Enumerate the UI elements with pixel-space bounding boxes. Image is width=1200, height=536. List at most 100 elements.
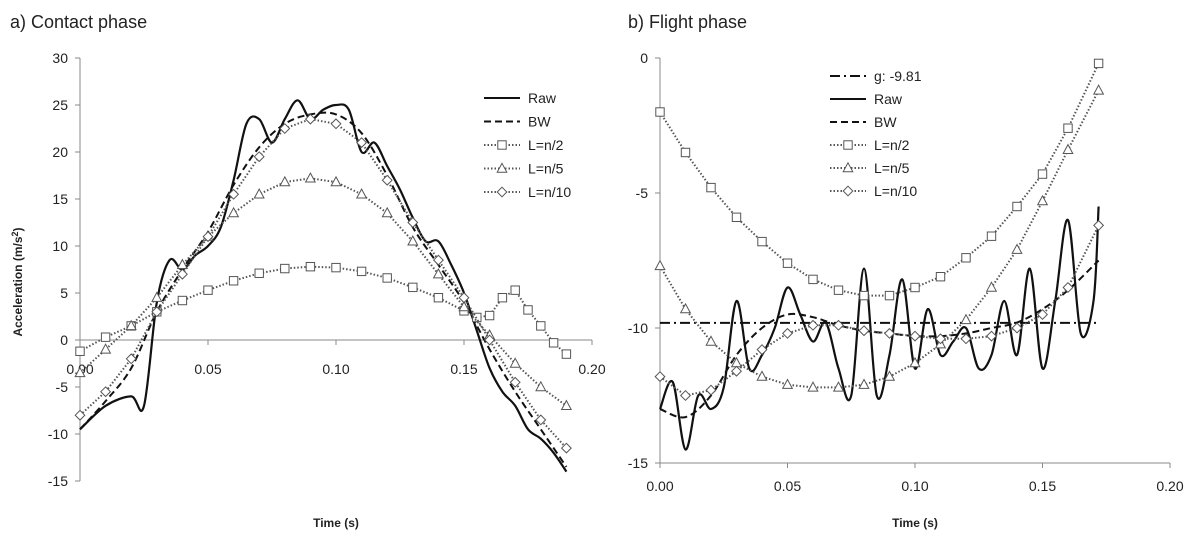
data-point-marker (536, 321, 546, 331)
data-point-marker (1093, 219, 1105, 231)
data-point-marker (523, 305, 533, 315)
data-point-marker (356, 266, 367, 277)
x-tick-label: 0.20 (1156, 478, 1183, 494)
data-point-marker (381, 174, 393, 186)
data-point-marker (781, 378, 794, 389)
data-point-marker (1011, 243, 1023, 254)
data-point-marker (909, 356, 921, 368)
data-point-marker (304, 113, 316, 125)
data-point-marker (176, 258, 189, 269)
x-tick-label: 0.10 (901, 478, 928, 494)
data-point-marker (228, 188, 240, 200)
data-point-marker (202, 231, 214, 243)
data-point-marker (858, 378, 870, 389)
chart-axes: -15 -10 -5 0 0.00 0.05 0.10 0.15 0.20 (628, 50, 1184, 494)
data-point-marker (935, 272, 946, 282)
legend-item: L=n/2 (484, 137, 564, 153)
series-line (659, 224, 1100, 397)
y-tick-label: 0 (640, 50, 648, 66)
data-point-marker (960, 313, 972, 325)
data-point-marker (961, 253, 971, 263)
data-point-marker (305, 261, 316, 272)
x-tick-label: 0.05 (194, 361, 221, 377)
data-point-marker (808, 274, 818, 285)
series-line (659, 62, 1100, 297)
data-point-marker (832, 319, 845, 331)
data-point-marker (510, 285, 520, 295)
series-line (658, 206, 1100, 451)
data-point-marker (535, 380, 547, 392)
series-line (79, 177, 567, 407)
x-tick-label: 0.00 (646, 478, 673, 494)
chart-legend: g: -9.81 Raw BW L=n/2 L=n/5 L=n/10 (830, 68, 922, 199)
series-line (79, 99, 568, 473)
data-point-marker (125, 319, 137, 331)
series-line (79, 111, 568, 468)
chart-title: a) Contact phase (10, 12, 147, 32)
data-point-marker (484, 310, 495, 321)
data-point-marker (705, 335, 717, 346)
y-axis-title-main: Acceleration (m/s (11, 236, 25, 336)
data-point-marker (356, 137, 368, 149)
legend-label: BW (528, 114, 551, 130)
data-point-marker (782, 258, 793, 268)
data-point-marker (756, 344, 768, 356)
data-point-marker (99, 343, 112, 354)
series-line (659, 89, 1100, 389)
legend-label: Raw (528, 90, 557, 106)
legend-item: L=n/5 (830, 160, 910, 176)
chart-contact-phase: a) Contact phase Time (s) Acceleration (… (10, 12, 606, 530)
data-point-marker (228, 276, 239, 286)
legend-marker (497, 140, 507, 150)
data-point-marker (655, 107, 665, 117)
data-point-marker (561, 349, 572, 359)
data-point-marker (858, 325, 870, 337)
series-line (659, 259, 1100, 419)
legend-item: L=n/10 (830, 183, 917, 199)
data-point-marker (730, 365, 743, 377)
chart-title: b) Flight phase (628, 12, 747, 32)
data-point-marker (484, 334, 496, 346)
data-point-marker (1011, 322, 1023, 334)
y-tick-label: 15 (52, 191, 68, 207)
legend-label: BW (874, 114, 897, 130)
y-tick-label: -5 (636, 185, 649, 201)
x-axis-title: Time (s) (313, 516, 359, 530)
data-point-marker (535, 414, 547, 426)
data-point-marker (654, 259, 666, 271)
data-point-marker (331, 262, 341, 273)
y-tick-label: 10 (52, 238, 68, 254)
data-point-marker (884, 290, 895, 301)
data-point-marker (151, 291, 163, 302)
data-point-marker (654, 371, 666, 383)
y-axis-title-superscript: 2 (10, 231, 20, 236)
y-tick-label: 20 (52, 144, 68, 160)
x-tick-label: 0.15 (450, 361, 477, 377)
data-point-marker (433, 293, 444, 303)
legend-item: L=n/10 (484, 184, 571, 200)
data-point-marker (100, 332, 111, 342)
data-point-marker (408, 282, 418, 293)
data-point-marker (151, 306, 163, 318)
data-point-marker (125, 353, 137, 365)
data-point-marker (304, 172, 317, 183)
data-point-marker (1036, 194, 1049, 206)
data-point-marker (75, 346, 85, 356)
data-point-marker (1062, 281, 1074, 294)
legend-marker (842, 185, 854, 197)
data-point-marker (74, 409, 86, 421)
legend-label: g: -9.81 (874, 68, 922, 84)
data-point-marker (330, 118, 342, 130)
data-point-marker (279, 175, 291, 187)
series-line (79, 118, 568, 449)
data-point-marker (407, 235, 419, 246)
data-point-marker (560, 442, 572, 454)
legend-item: BW (830, 114, 897, 130)
data-point-marker (407, 216, 419, 229)
data-point-marker (253, 188, 265, 199)
data-point-marker (330, 175, 342, 187)
y-tick-label: -10 (48, 426, 68, 442)
data-point-marker (883, 370, 896, 381)
